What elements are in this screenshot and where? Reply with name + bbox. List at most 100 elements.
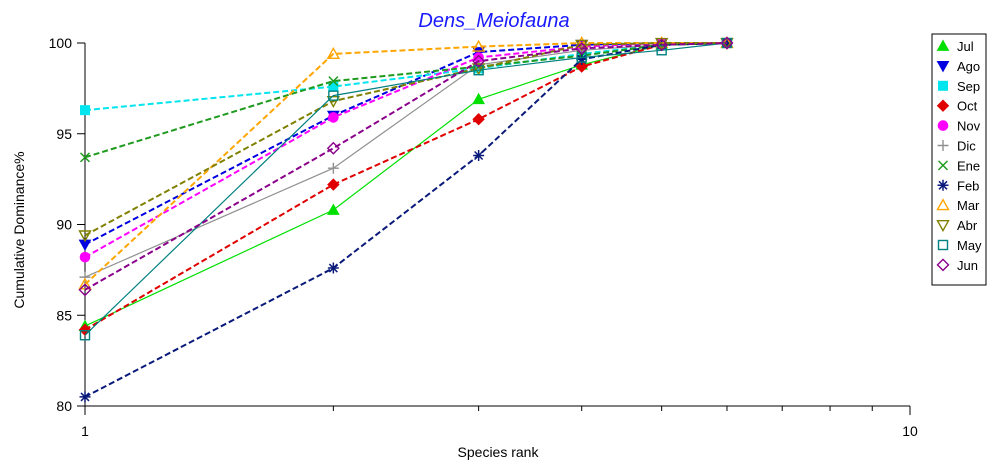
legend-item-abr: Abr	[936, 218, 978, 233]
legend-item-mar: Mar	[936, 198, 980, 213]
series-line-feb	[84, 42, 728, 398]
legend-marker-ene	[937, 160, 949, 171]
data-point-jun	[655, 38, 669, 52]
legend-item-ago: Ago	[936, 59, 980, 74]
legend-label: Dic	[957, 139, 976, 154]
data-point-may	[721, 37, 733, 49]
data-point-abr	[78, 230, 92, 243]
legend-marker-jun	[936, 258, 950, 272]
data-point-abr	[471, 63, 486, 76]
series-mar	[78, 36, 734, 290]
series-may	[79, 37, 733, 341]
legend-item-jul: Jul	[936, 39, 974, 54]
legend-marker-oct	[936, 99, 950, 112]
legend: Jul Ago Sep Oct Nov Dic Ene Feb Mar Abr May Jun	[931, 33, 987, 286]
data-point-abr	[326, 95, 341, 109]
series-line-sep	[84, 42, 728, 112]
data-point-oct	[472, 113, 485, 126]
data-point-sep	[80, 105, 90, 116]
data-point-feb	[473, 150, 485, 162]
series-line-oct	[84, 42, 728, 331]
legend-marker-may	[937, 239, 949, 251]
legend-marker-sep	[938, 80, 948, 91]
x-axis-title: Species rank	[458, 444, 540, 460]
series-ago	[78, 38, 734, 251]
data-point-nov	[328, 112, 339, 123]
legend-item-sep: Sep	[938, 79, 980, 94]
series-line-nov	[84, 42, 727, 259]
series-line-ago	[84, 42, 727, 246]
legend-item-ene: Ene	[937, 158, 980, 173]
data-point-jul	[472, 92, 485, 105]
data-point-jun	[720, 36, 734, 50]
legend-marker-feb	[937, 179, 949, 191]
legend-label: Feb	[957, 178, 979, 193]
legend-label: Jul	[957, 39, 974, 54]
y-axis-title: Cumulative Dominance%	[11, 151, 27, 308]
data-point-oct	[575, 60, 588, 73]
y-tick-label: 85	[56, 307, 72, 323]
y-tick-label: 95	[56, 126, 72, 142]
legend-marker-dic	[937, 140, 949, 151]
series-ene	[79, 37, 733, 163]
series-line-ene	[84, 42, 728, 159]
data-point-feb	[576, 53, 588, 65]
chart-title: Dens_Meiofauna	[418, 10, 569, 32]
legend-label: Mar	[957, 198, 980, 213]
y-tick-label: 90	[56, 217, 72, 233]
series-feb	[79, 37, 733, 403]
legend-item-dic: Dic	[937, 139, 976, 154]
legend-label: Ene	[957, 158, 980, 173]
data-point-may	[328, 90, 339, 101]
legend-item-oct: Oct	[936, 99, 978, 114]
series-jun	[78, 36, 734, 297]
legend-item-may: May	[937, 238, 982, 253]
series-layer	[78, 36, 734, 403]
data-point-jul	[326, 203, 340, 215]
axes: 80 85 90 95 100 1 10	[49, 35, 918, 439]
series-jul	[78, 36, 734, 332]
x-tick-label: 10	[902, 423, 918, 439]
y-tick-label: 100	[49, 35, 73, 51]
legend-item-nov: Nov	[937, 119, 981, 134]
legend-marker-abr	[936, 219, 950, 233]
data-point-jun	[575, 41, 589, 55]
x-tick-label: 1	[81, 423, 89, 439]
series-nov	[79, 37, 733, 263]
series-line-jun	[84, 42, 728, 291]
data-point-ene	[328, 76, 339, 87]
data-point-feb	[79, 391, 91, 403]
legend-marker-ago	[936, 61, 950, 73]
data-point-oct	[327, 178, 340, 191]
data-point-mar	[326, 46, 341, 59]
series-line-may	[84, 42, 728, 336]
data-point-feb	[327, 262, 339, 274]
data-point-mar	[471, 39, 486, 52]
legend-label: Jun	[957, 258, 978, 273]
series-line-mar	[84, 42, 727, 286]
legend-label: Ago	[957, 59, 980, 74]
data-point-jun	[472, 54, 486, 68]
legend-label: May	[957, 238, 982, 253]
legend-marker-mar	[936, 198, 950, 211]
data-point-may	[79, 330, 91, 341]
legend-label: Nov	[957, 119, 981, 134]
legend-item-feb: Feb	[937, 178, 979, 193]
data-point-ene	[79, 152, 91, 163]
data-point-jun	[326, 141, 340, 155]
series-line-abr	[84, 42, 727, 237]
y-tick-label: 80	[56, 398, 72, 414]
data-point-jun	[78, 283, 92, 297]
data-point-dic	[327, 162, 339, 174]
data-point-dic	[79, 271, 91, 283]
data-point-nov	[79, 251, 91, 263]
legend-item-jun: Jun	[936, 258, 978, 273]
legend-label: Abr	[957, 218, 978, 233]
legend-marker-jul	[936, 39, 950, 51]
legend-box	[931, 33, 987, 286]
legend-label: Oct	[957, 99, 978, 114]
legend-label: Sep	[957, 79, 980, 94]
legend-marker-nov	[937, 120, 949, 131]
